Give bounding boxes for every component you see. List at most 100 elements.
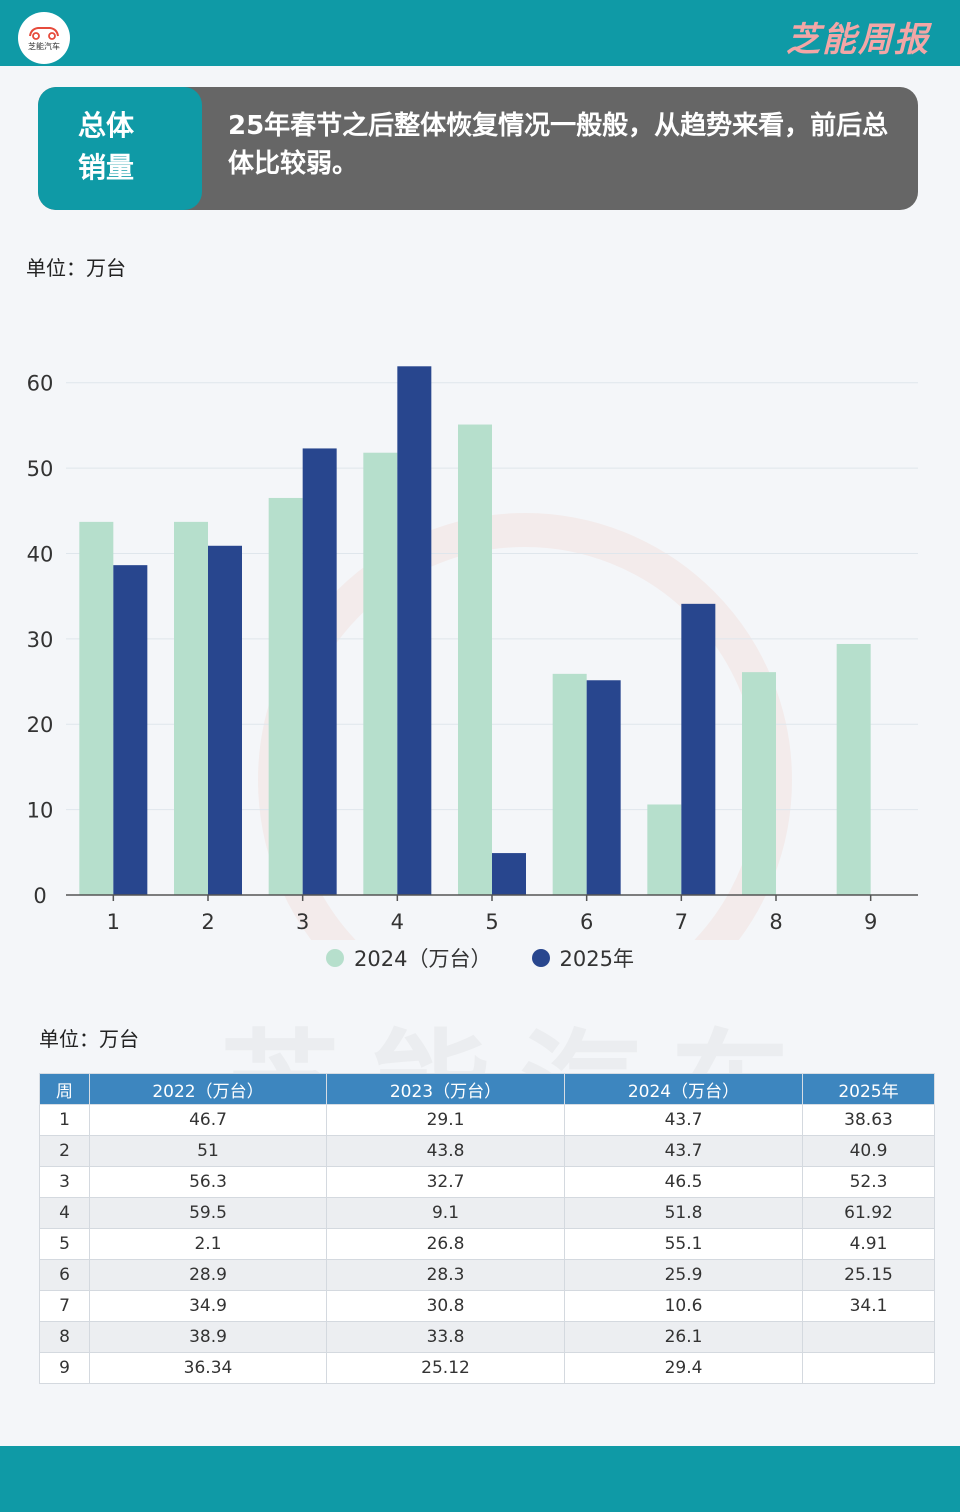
- table-header-cell: 2022（万台）: [89, 1073, 327, 1105]
- table-header-row: 周 2022（万台） 2023（万台） 2024（万台） 2025年: [39, 1073, 935, 1105]
- y-tick-label: 0: [33, 884, 46, 908]
- table-cell: 30.8: [326, 1290, 565, 1322]
- table-row: 7 34.9 30.8 10.6 34.1: [39, 1290, 935, 1322]
- y-tick-label: 50: [27, 457, 54, 481]
- headline-tag: 总体 销量: [38, 87, 202, 210]
- x-tick-label: 2: [201, 910, 214, 934]
- y-tick-label: 40: [27, 542, 54, 566]
- table-cell: 36.34: [89, 1352, 327, 1384]
- bar-2024: [742, 672, 776, 895]
- table-cell: 61.92: [802, 1197, 935, 1229]
- table-row: 1 46.7 29.1 43.7 38.63: [39, 1104, 935, 1136]
- table-cell: [802, 1352, 935, 1384]
- table-cell: 28.3: [326, 1259, 565, 1291]
- legend-item-2025: 2025年: [531, 943, 634, 973]
- table-row: 3 56.3 32.7 46.5 52.3: [39, 1166, 935, 1198]
- x-tick-label: 3: [296, 910, 309, 934]
- table-row: 9 36.34 25.12 29.4: [39, 1352, 935, 1384]
- top-bar: 芝能汽车 芝能周报: [0, 0, 960, 66]
- table-cell: 32.7: [326, 1166, 565, 1198]
- table-header-cell: 2023（万台）: [326, 1073, 565, 1105]
- table-cell: 43.7: [564, 1104, 803, 1136]
- table-header-cell: 2024（万台）: [564, 1073, 803, 1105]
- legend-item-2024: 2024（万台）: [326, 943, 492, 973]
- table-row: 2 51 43.8 43.7 40.9: [39, 1135, 935, 1167]
- bar-2024: [268, 497, 303, 895]
- legend-swatch-2024: [326, 949, 345, 967]
- table-unit-label: 单位：万台: [39, 1027, 139, 1051]
- x-tick-label: 1: [107, 910, 120, 934]
- chart-legend: 2024（万台） 2025年: [0, 940, 960, 976]
- logo-text: 芝能汽车: [28, 42, 60, 51]
- table-cell: 29.1: [326, 1104, 565, 1136]
- table-cell: 2.1: [89, 1228, 327, 1260]
- table-header-cell: 2025年: [802, 1073, 935, 1105]
- table-cell: 25.9: [564, 1259, 803, 1291]
- x-tick-label: 6: [580, 910, 593, 934]
- chart-unit-label: 单位：万台: [26, 256, 126, 280]
- table-row: 6 28.9 28.3 25.9 25.15: [39, 1259, 935, 1291]
- bar-2025: [586, 680, 621, 895]
- table-cell: 43.7: [564, 1135, 803, 1167]
- y-tick-label: 30: [27, 628, 54, 652]
- bar-2024: [174, 521, 208, 895]
- table-cell: 7: [39, 1290, 90, 1322]
- table-cell: 33.8: [326, 1321, 565, 1353]
- bar-2024: [363, 452, 398, 895]
- table-cell: 59.5: [89, 1197, 327, 1229]
- bar-2024: [647, 804, 682, 895]
- bar-2025: [681, 603, 716, 895]
- x-tick-label: 7: [675, 910, 688, 934]
- table-cell: 28.9: [89, 1259, 327, 1291]
- table-cell: 51: [89, 1135, 327, 1167]
- bar-2024: [836, 643, 871, 895]
- brand-logo: 芝能汽车: [18, 12, 70, 64]
- table-cell: 34.1: [802, 1290, 935, 1322]
- headline-tag-line2: 销量: [78, 151, 135, 184]
- table-cell: [802, 1321, 935, 1353]
- table-cell: 26.8: [326, 1228, 565, 1260]
- table-header-cell: 周: [39, 1073, 90, 1105]
- legend-label-2024: 2024（万台）: [354, 947, 492, 971]
- table-cell: 38.63: [802, 1104, 935, 1136]
- legend-label-2025: 2025年: [559, 947, 634, 971]
- table-cell: 46.5: [564, 1166, 803, 1198]
- table-row: 8 38.9 33.8 26.1: [39, 1321, 935, 1353]
- table-cell: 9.1: [326, 1197, 565, 1229]
- table-cell: 29.4: [564, 1352, 803, 1384]
- bar-2025: [208, 545, 242, 895]
- x-tick-label: 4: [391, 910, 404, 934]
- table-cell: 40.9: [802, 1135, 935, 1167]
- table-cell: 6: [39, 1259, 90, 1291]
- table-cell: 5: [39, 1228, 90, 1260]
- table-cell: 3: [39, 1166, 90, 1198]
- table-cell: 43.8: [326, 1135, 565, 1167]
- car-logo-icon: [29, 27, 59, 40]
- bar-2024: [552, 673, 587, 895]
- table-cell: 25.12: [326, 1352, 565, 1384]
- table-cell: 9: [39, 1352, 90, 1384]
- bar-2025: [302, 448, 337, 895]
- x-tick-label: 8: [769, 910, 782, 934]
- bar-2025: [113, 565, 148, 895]
- bar-2024: [458, 424, 492, 895]
- bar-2024: [79, 521, 114, 895]
- table-cell: 8: [39, 1321, 90, 1353]
- y-tick-label: 60: [27, 372, 54, 396]
- table-cell: 26.1: [564, 1321, 803, 1353]
- table-cell: 10.6: [564, 1290, 803, 1322]
- table-cell: 4: [39, 1197, 90, 1229]
- brand-title: 芝能周报: [786, 20, 930, 60]
- x-tick-label: 9: [864, 910, 877, 934]
- legend-swatch-2025: [531, 949, 550, 967]
- table-cell: 38.9: [89, 1321, 327, 1353]
- y-tick-label: 20: [27, 713, 54, 737]
- bar-2025: [397, 366, 432, 895]
- y-tick-label: 10: [27, 799, 54, 823]
- table-cell: 1: [39, 1104, 90, 1136]
- table-cell: 34.9: [89, 1290, 327, 1322]
- table-cell: 25.15: [802, 1259, 935, 1291]
- headline-text: 25年春节之后整体恢复情况一般般，从趋势来看，前后总体比较弱。: [228, 111, 889, 179]
- x-tick-label: 5: [485, 910, 498, 934]
- sales-table: 周 2022（万台） 2023（万台） 2024（万台） 2025年 1 46.7…: [39, 1073, 935, 1384]
